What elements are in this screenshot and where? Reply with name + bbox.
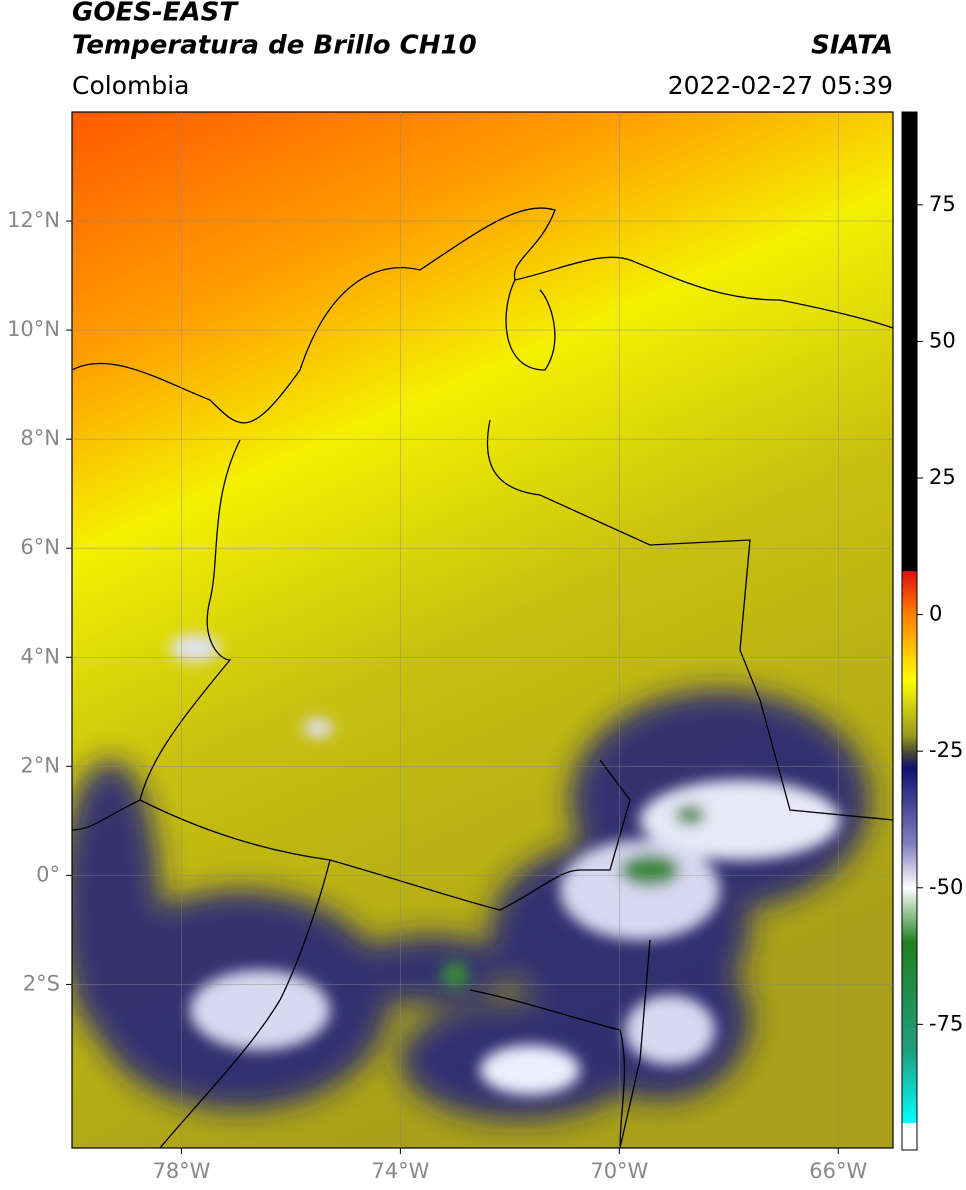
datetime: 2022-02-27 05:39 <box>668 71 893 100</box>
y-tick-label: 6°N <box>20 535 60 559</box>
subtitle: Temperatura de Brillo CH10 <box>72 31 477 61</box>
x-tick-label: 70°W <box>590 1159 648 1183</box>
colorbar-tick-label: -50 <box>929 875 963 899</box>
x-tick-label: 74°W <box>371 1159 429 1183</box>
source: SIATA <box>811 31 893 61</box>
colorbar-tick-label: 75 <box>929 192 956 216</box>
y-tick-label: 4°N <box>20 644 60 668</box>
y-tick-label: 12°N <box>7 208 60 232</box>
y-tick-label: 10°N <box>7 317 60 341</box>
region: Colombia <box>72 71 189 100</box>
x-tick-label: 78°W <box>152 1159 210 1183</box>
title: GOES-EAST <box>72 0 239 28</box>
y-tick-label: 8°N <box>20 426 60 450</box>
colorbar-tick-label: -75 <box>929 1011 963 1035</box>
y-tick-label: 2°N <box>20 753 60 777</box>
colorbar-tick-label: -25 <box>929 738 963 762</box>
colorbar-tick-label: 0 <box>929 602 942 626</box>
map-frame <box>71 111 894 1149</box>
x-tick-label: 66°W <box>809 1159 867 1183</box>
colorbar-tick-label: 50 <box>929 328 956 352</box>
imagery <box>72 112 893 1148</box>
colorbar-tick-label: 25 <box>929 465 956 489</box>
y-tick-label: 0° <box>36 862 60 886</box>
colorbar <box>901 111 918 1151</box>
y-tick-label: 2°S <box>23 971 60 995</box>
